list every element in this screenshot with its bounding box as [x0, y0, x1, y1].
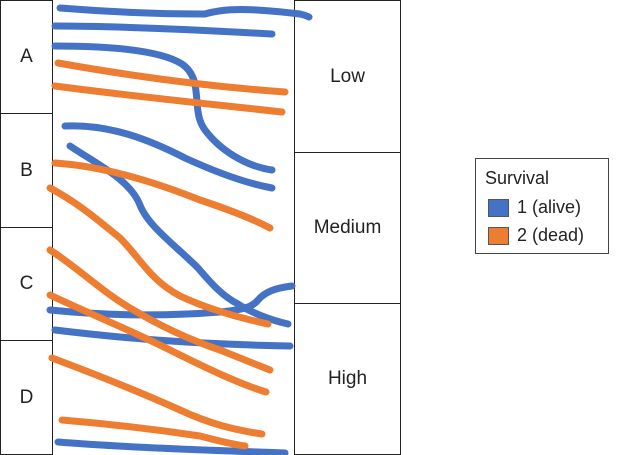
alive-curve — [51, 22, 276, 38]
legend-label-dead: 2 (dead) — [517, 225, 585, 245]
legend-swatch-dead — [488, 226, 509, 245]
legend-title: Survival — [485, 168, 550, 188]
legend-label-alive: 1 (alive) — [517, 197, 582, 217]
alive-curve — [51, 326, 294, 350]
alive-curve — [51, 42, 276, 174]
dead-curve — [51, 82, 286, 116]
right-label-medium: Medium — [313, 217, 382, 238]
dead-curve — [58, 416, 249, 450]
right-label-low: Low — [330, 65, 365, 87]
legend-swatch-alive — [488, 198, 509, 217]
alive-curve — [61, 122, 276, 192]
right-box-low: Low — [294, 0, 401, 153]
left-box-c: C — [0, 227, 53, 341]
legend: Survival 1 (alive) 2 (dead) — [475, 158, 609, 254]
right-box-medium: Medium — [294, 152, 401, 304]
right-box-high: High — [294, 303, 401, 455]
dead-curve — [51, 159, 274, 232]
left-box-b: B — [0, 113, 53, 228]
dead-curve — [54, 59, 289, 96]
left-label-b: B — [20, 159, 33, 181]
right-label-high: High — [327, 368, 368, 389]
alive-curve — [56, 4, 313, 21]
left-label-a: A — [20, 46, 33, 67]
dead-curve — [46, 246, 274, 374]
legend-item-dead: 2 (dead) — [488, 225, 584, 246]
left-box-a: A — [0, 0, 53, 114]
dead-curve — [48, 354, 266, 438]
legend-item-alive: 1 (alive) — [488, 197, 581, 218]
alive-curve — [54, 438, 289, 455]
dead-curve — [46, 184, 272, 328]
left-label-c: C — [19, 273, 34, 294]
left-label-d: D — [19, 386, 34, 408]
dead-curve — [46, 291, 270, 396]
